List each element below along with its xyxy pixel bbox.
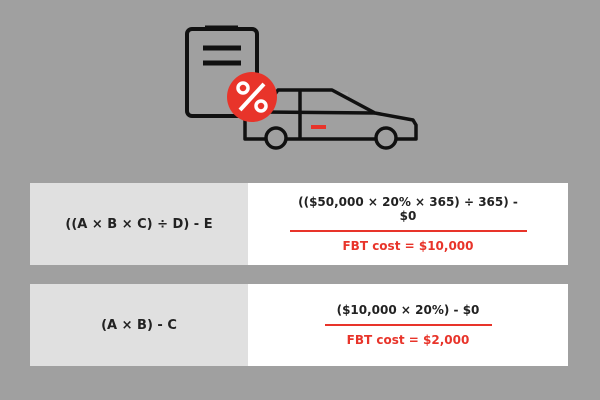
formula-label: (A × B) - C [30, 284, 248, 366]
formula-row: (A × B) - C ($10,000 × 20%) - $0 FBT cos… [30, 284, 568, 366]
calculation-cell: (($50,000 × 20% × 365) ÷ 365) - $0 FBT c… [248, 183, 568, 265]
calculation-text: (($50,000 × 20% × 365) ÷ 365) - $0 [289, 195, 527, 232]
car-icon [243, 88, 418, 150]
result-text: FBT cost = $2,000 [346, 333, 470, 347]
percent-badge-icon [227, 72, 277, 122]
clipboard-icon [185, 25, 259, 118]
car-clipboard-percent-icon [185, 25, 418, 150]
result-text: FBT cost = $10,000 [342, 239, 474, 253]
formula-label: ((A × B × C) ÷ D) - E [30, 183, 248, 265]
calculation-text: ($10,000 × 20%) - $0 [324, 303, 492, 326]
formula-row: ((A × B × C) ÷ D) - E (($50,000 × 20% × … [30, 183, 568, 265]
calculation-cell: ($10,000 × 20%) - $0 FBT cost = $2,000 [248, 284, 568, 366]
